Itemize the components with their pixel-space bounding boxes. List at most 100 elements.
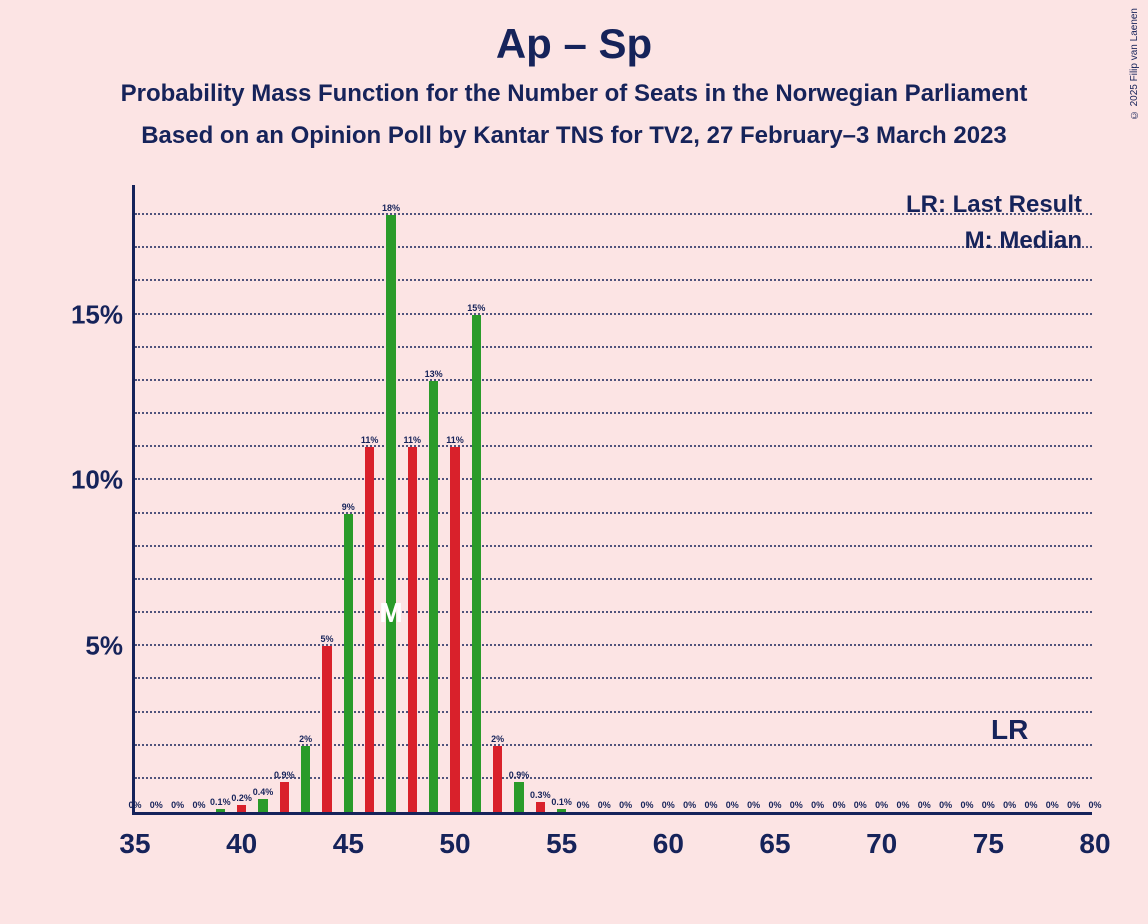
grid-line	[135, 512, 1092, 514]
x-axis-label: 40	[226, 828, 257, 860]
last-result-marker: LR	[991, 714, 1028, 746]
chart-bar: 0.1%	[557, 809, 566, 812]
bar-value-label: 0.9%	[509, 770, 530, 780]
bar-value-label: 5%	[320, 634, 333, 644]
bar-value-label: 0%	[832, 800, 845, 810]
grid-line	[135, 279, 1092, 281]
bar-value-label: 0.2%	[231, 793, 252, 803]
x-axis-label: 35	[119, 828, 150, 860]
x-axis-label: 60	[653, 828, 684, 860]
bar-value-label: 0%	[662, 800, 675, 810]
bar-value-label: 0%	[1046, 800, 1059, 810]
bar-value-label: 0.1%	[210, 797, 231, 807]
chart-bar: 2%	[301, 746, 310, 812]
bar-value-label: 0%	[1088, 800, 1101, 810]
bar-value-label: 0%	[192, 800, 205, 810]
bar-value-label: 0%	[982, 800, 995, 810]
copyright-text: © 2025 Filip van Laenen	[1129, 8, 1140, 120]
grid-line	[135, 644, 1092, 646]
grid-line	[135, 677, 1092, 679]
bar-value-label: 0%	[704, 800, 717, 810]
bar-value-label: 0%	[640, 800, 653, 810]
chart-bar: 15%	[472, 315, 481, 812]
grid-line	[135, 246, 1092, 248]
grid-line	[135, 744, 1092, 746]
y-axis-label: 10%	[71, 465, 123, 496]
x-axis-label: 75	[973, 828, 1004, 860]
grid-line	[135, 445, 1092, 447]
grid-line	[135, 379, 1092, 381]
grid-line	[135, 578, 1092, 580]
legend-median: M: Median	[965, 227, 1082, 255]
bar-value-label: 0%	[875, 800, 888, 810]
bar-value-label: 0%	[683, 800, 696, 810]
bar-value-label: 2%	[299, 734, 312, 744]
chart-bar: 11%	[365, 447, 374, 812]
bar-value-label: 0%	[150, 800, 163, 810]
grid-line	[135, 346, 1092, 348]
chart-bar: 0.1%	[216, 809, 225, 812]
bar-value-label: 0.1%	[551, 797, 572, 807]
bar-value-label: 0%	[726, 800, 739, 810]
chart-bar: 0.9%	[514, 782, 523, 812]
bar-value-label: 0%	[768, 800, 781, 810]
chart-container: LR: Last Result M: Median 5%10%15%354045…	[60, 185, 1120, 885]
bar-value-label: 0%	[1003, 800, 1016, 810]
grid-line	[135, 313, 1092, 315]
grid-line	[135, 412, 1092, 414]
bar-value-label: 0%	[747, 800, 760, 810]
bar-value-label: 0.9%	[274, 770, 295, 780]
bar-value-label: 0%	[576, 800, 589, 810]
x-axis-label: 70	[866, 828, 897, 860]
x-axis-label: 65	[759, 828, 790, 860]
grid-line	[135, 478, 1092, 480]
x-axis-label: 45	[333, 828, 364, 860]
bar-value-label: 0%	[939, 800, 952, 810]
chart-bar: 0.3%	[536, 802, 545, 812]
chart-bar: 0.2%	[237, 805, 246, 812]
bar-value-label: 0%	[1067, 800, 1080, 810]
title-block: Ap – Sp Probability Mass Function for th…	[0, 0, 1148, 150]
chart-plot-area: LR: Last Result M: Median 5%10%15%354045…	[132, 185, 1092, 815]
bar-value-label: 0%	[960, 800, 973, 810]
subtitle-2: Based on an Opinion Poll by Kantar TNS f…	[0, 122, 1148, 150]
bar-value-label: 0%	[171, 800, 184, 810]
bar-value-label: 0%	[1024, 800, 1037, 810]
bar-value-label: 9%	[342, 502, 355, 512]
main-title: Ap – Sp	[0, 20, 1148, 68]
x-axis-label: 55	[546, 828, 577, 860]
bar-value-label: 11%	[446, 435, 464, 445]
bar-value-label: 11%	[404, 435, 422, 445]
bar-value-label: 0.3%	[530, 790, 551, 800]
grid-line	[135, 545, 1092, 547]
chart-bar: 11%	[450, 447, 459, 812]
x-axis-label: 80	[1079, 828, 1110, 860]
chart-bar: 18%	[386, 215, 395, 812]
chart-bar: 5%	[322, 646, 331, 812]
bar-value-label: 11%	[361, 435, 379, 445]
bar-value-label: 18%	[382, 203, 400, 213]
y-axis-label: 15%	[71, 299, 123, 330]
bar-value-label: 2%	[491, 734, 504, 744]
bar-value-label: 0%	[918, 800, 931, 810]
bar-value-label: 0%	[790, 800, 803, 810]
bar-value-label: 13%	[425, 369, 443, 379]
bar-value-label: 0%	[854, 800, 867, 810]
bar-value-label: 0%	[811, 800, 824, 810]
y-axis-label: 5%	[85, 631, 123, 662]
chart-bar: 2%	[493, 746, 502, 812]
subtitle-1: Probability Mass Function for the Number…	[0, 80, 1148, 108]
grid-line	[135, 213, 1092, 215]
bar-value-label: 15%	[467, 303, 485, 313]
bar-value-label: 0%	[128, 800, 141, 810]
chart-bar: 0.4%	[258, 799, 267, 812]
bar-value-label: 0%	[619, 800, 632, 810]
x-axis-label: 50	[439, 828, 470, 860]
grid-line	[135, 611, 1092, 613]
chart-bar: 0.9%	[280, 782, 289, 812]
grid-line	[135, 711, 1092, 713]
bar-value-label: 0.4%	[253, 787, 274, 797]
bar-value-label: 0%	[896, 800, 909, 810]
chart-bar: 9%	[344, 514, 353, 812]
bar-value-label: 0%	[598, 800, 611, 810]
